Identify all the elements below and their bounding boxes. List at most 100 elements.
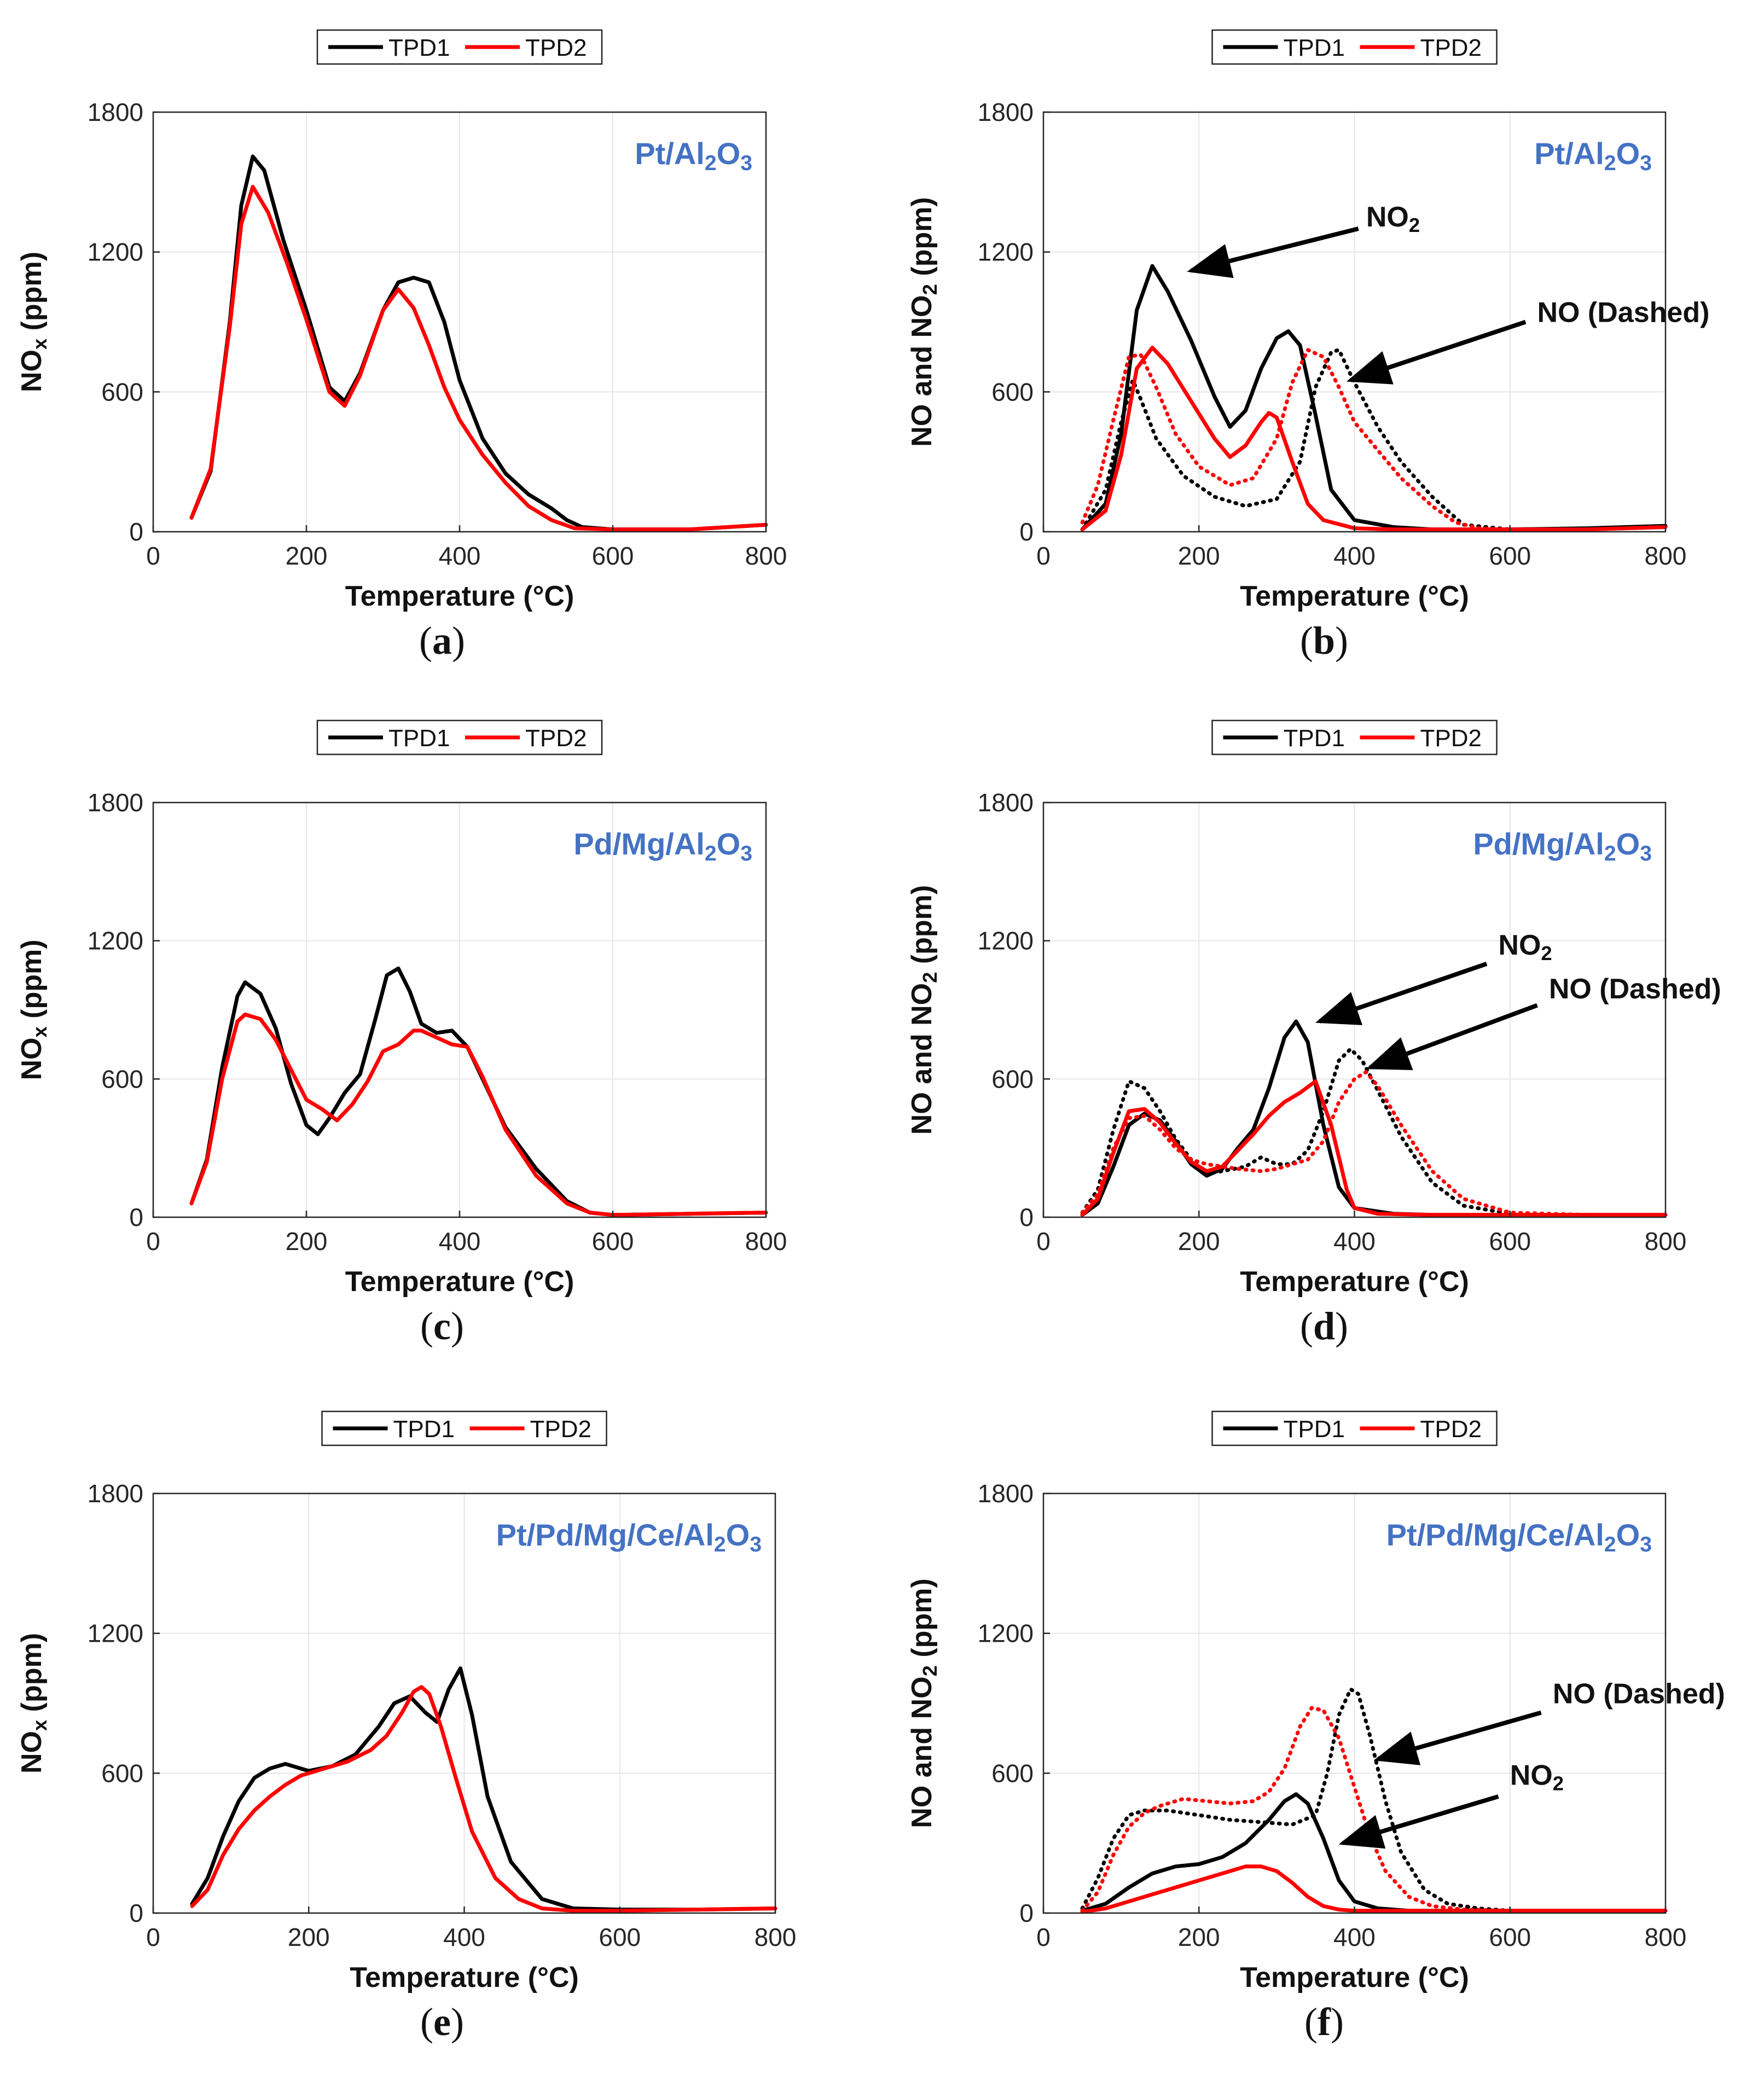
panel-e-legend-tpd1-label: TPD1 xyxy=(393,1416,455,1443)
panel-a-sample-sub2: 3 xyxy=(740,152,752,175)
panel-a-ylabel-rest: (ppm) xyxy=(16,252,48,339)
panel-a-sample-base: Pt/Al xyxy=(635,136,705,171)
panel-b-xlabel: Temperature (°C) xyxy=(1240,580,1469,612)
panel-f-xtick-label: 0 xyxy=(1036,1923,1051,1951)
panel-b-xtick-label: 800 xyxy=(1645,542,1687,570)
panel-b-annotation-text: NO (Dashed) xyxy=(1537,297,1709,329)
panel-b-ylabel-sub: 2 xyxy=(919,284,941,295)
panel-f-legend: TPD1 TPD2 xyxy=(1211,1410,1498,1446)
panel-f-xtick-label: 800 xyxy=(1645,1923,1687,1951)
panel-f-annotation-no2-label: NO2 xyxy=(1510,1760,1564,1795)
panel-f-ytick-label: 0 xyxy=(1019,1899,1034,1927)
panel-b-ytick-label: 1200 xyxy=(978,238,1034,266)
panel-f-annotation-sub: 2 xyxy=(1553,1772,1564,1795)
panel-e-xtick-label: 800 xyxy=(755,1923,797,1951)
panel-e-sample-label: Pt/Pd/Mg/Ce/Al2O3 xyxy=(496,1518,762,1556)
panel-e-legend: TPD1 TPD2 xyxy=(321,1410,607,1446)
panel-c-sample-sub2: 3 xyxy=(740,842,752,865)
panel-a-xtick-label: 0 xyxy=(146,542,160,570)
panel-d-xtick-label: 0 xyxy=(1036,1227,1051,1256)
panel-f-sample-mid: O xyxy=(1616,1518,1640,1552)
panel-f-annotation-arrow xyxy=(1373,1710,1542,1765)
panel-e-xtick-label: 400 xyxy=(443,1923,485,1951)
panel-d-legend-tpd2-label: TPD2 xyxy=(1420,725,1482,752)
panel-d-legend: TPD1 TPD2 xyxy=(1211,719,1498,755)
panel-d-sample-mid: O xyxy=(1616,827,1640,861)
panel-c-caption-open: ( xyxy=(420,1304,433,1348)
panel-b-caption-close: ) xyxy=(1335,619,1348,662)
panel-f-caption-open: ( xyxy=(1304,2000,1318,2044)
panel-d-caption-letter: d xyxy=(1313,1304,1335,1348)
panel-a-xlabel: Temperature (°C) xyxy=(345,580,575,612)
panel-a-ytick-label: 600 xyxy=(101,377,143,406)
panel-b-legend-box xyxy=(1211,29,1498,65)
panel-b-series-tpd2-no-dashed xyxy=(1080,348,1668,532)
panel-e-ytick-label: 600 xyxy=(101,1759,143,1787)
panel-c-xtick-label: 200 xyxy=(286,1227,328,1256)
panel-b-annotation-arrow xyxy=(1346,319,1527,385)
panel-b-series-tpd2-no2-line xyxy=(1080,345,1668,532)
panel-d-annotation-no-dashed-label: NO (Dashed) xyxy=(1549,973,1721,1005)
panel-c-ytick-label: 1800 xyxy=(88,788,143,817)
panel-c-xlabel: Temperature (°C) xyxy=(345,1266,575,1298)
panel-c-series-tpd2-line xyxy=(189,1012,768,1217)
panel-f-caption: (f) xyxy=(1304,2000,1344,2044)
panel-c-ytick-label: 0 xyxy=(129,1203,143,1231)
panel-d-ytick-label: 1200 xyxy=(978,927,1034,955)
panel-b-legend-tpd2-label: TPD2 xyxy=(1420,34,1482,61)
panel-c-xtick-label: 400 xyxy=(439,1227,481,1256)
panel-f-sample-sub2: 3 xyxy=(1640,1533,1652,1556)
panel-f-sample-label: Pt/Pd/Mg/Ce/Al2O3 xyxy=(1386,1518,1652,1556)
panel-f-annotation-arrow xyxy=(1338,1794,1499,1849)
panel-a-caption-open: ( xyxy=(419,619,432,662)
panel-c-ytick-label: 1200 xyxy=(88,927,143,955)
panel-f-series-tpd2-no2-line xyxy=(1080,1864,1668,1914)
panel-b-annotation-no-dashed-label: NO (Dashed) xyxy=(1537,297,1709,329)
panel-b-annotation-no2-label: NO2 xyxy=(1366,201,1420,236)
panel-c-legend-tpd2-label: TPD2 xyxy=(525,725,587,752)
panel-d-xtick-label: 400 xyxy=(1333,1227,1376,1256)
panel-b-legend-tpd1-label: TPD1 xyxy=(1284,34,1345,61)
panel-f-ytick-label: 1800 xyxy=(978,1479,1034,1508)
panel-f-ylabel-main: NO and NO xyxy=(906,1676,938,1828)
panel-b-series-tpd1-no-dashed xyxy=(1080,348,1668,532)
panel-d-series-tpd1-no-dashed xyxy=(1080,1047,1668,1217)
panel-f-xtick-label: 400 xyxy=(1333,1923,1376,1951)
panel-a-xtick-label: 800 xyxy=(745,542,787,570)
panel-d-annotation-sub: 2 xyxy=(1541,942,1552,964)
panel-c-ylabel: NOx (ppm) xyxy=(16,939,51,1080)
panel-a-xtick-label: 400 xyxy=(439,542,481,570)
panel-e-sample-sub2: 3 xyxy=(750,1533,762,1556)
panel-a-ytick-label: 1800 xyxy=(88,98,143,126)
panel-a-caption: (a) xyxy=(419,619,465,662)
panel-c-legend-tpd1-label: TPD1 xyxy=(388,725,450,752)
panel-a-xtick-label: 200 xyxy=(286,542,328,570)
panel-d-ylabel-sub: 2 xyxy=(919,972,941,983)
panel-f-series-tpd1-no-dashed xyxy=(1080,1687,1668,1913)
panel-f-annotation-text: NO xyxy=(1510,1760,1553,1792)
panel-d-series-tpd2-no2-line xyxy=(1080,1079,1668,1217)
panel-b-caption-letter: b xyxy=(1313,619,1335,662)
panel-c-ylabel-rest: (ppm) xyxy=(16,939,48,1026)
panel-b-annotation-text: NO xyxy=(1366,201,1409,233)
panel-a-sample-label: Pt/Al2O3 xyxy=(635,136,752,175)
panel-e: 0 200 400 600 800 0 600 1200 1800 Temperature (°C… xyxy=(16,1410,797,2044)
panel-e-ytick-label: 0 xyxy=(129,1899,143,1927)
panel-f-ylabel: NO and NO2 (ppm) xyxy=(906,1578,941,1828)
panel-c-sample-label: Pd/Mg/Al2O3 xyxy=(573,827,752,865)
panel-c-sample-base: Pd/Mg/Al xyxy=(573,827,705,861)
panel-f-ytick-label: 1200 xyxy=(978,1619,1034,1648)
panel-a-sample-sub1: 2 xyxy=(705,152,717,175)
panel-d-annotation-arrow xyxy=(1366,1003,1538,1071)
panel-f-ylabel-sub: 2 xyxy=(919,1665,941,1676)
panel-b-ylabel-main: NO and NO xyxy=(906,295,938,446)
panel-f-legend-tpd1-label: TPD1 xyxy=(1284,1416,1345,1443)
panel-c-xtick-label: 600 xyxy=(592,1227,634,1256)
panel-d-ylabel-main: NO and NO xyxy=(906,983,938,1135)
panel-e-xtick-label: 600 xyxy=(599,1923,641,1951)
panel-d-caption-close: ) xyxy=(1335,1304,1348,1348)
panel-f-legend-tpd2-label: TPD2 xyxy=(1420,1416,1482,1443)
panel-e-xlabel: Temperature (°C) xyxy=(350,1962,579,1993)
panel-f-caption-letter: f xyxy=(1318,2000,1331,2044)
panel-b-xtick-label: 200 xyxy=(1178,542,1220,570)
